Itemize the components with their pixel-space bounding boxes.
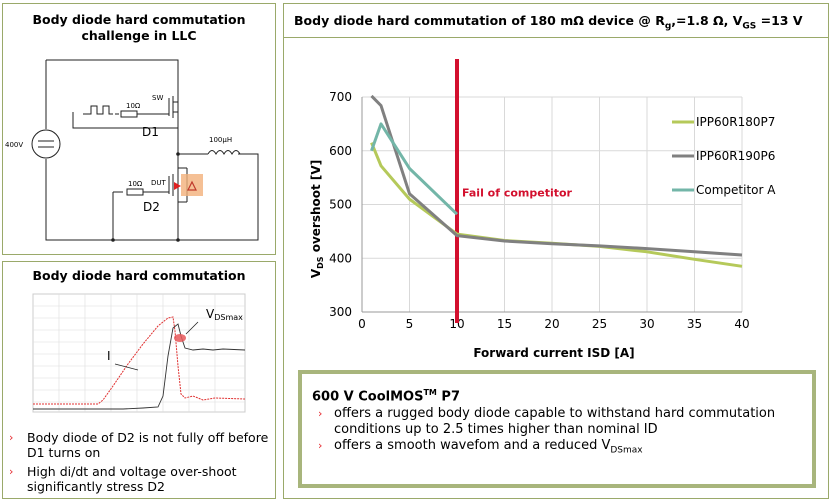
y-axis-title: VDS overshoot [V]	[309, 160, 325, 278]
title-divider	[284, 37, 828, 38]
x-tick-label: 30	[639, 317, 654, 331]
y-tick-label: 700	[329, 90, 352, 104]
x-tick-label: 10	[449, 317, 464, 331]
fail-label: Fail of competitor	[462, 186, 573, 199]
x-tick-label: 25	[592, 317, 607, 331]
legend-label: IPP60R180P7	[696, 115, 775, 129]
legend-label: IPP60R190P6	[696, 149, 775, 163]
x-tick-label: 40	[734, 317, 749, 331]
chart-title: Body diode hard commutation of 180 mΩ de…	[294, 13, 803, 32]
overshoot-chart-panel: Body diode hard commutation of 180 mΩ de…	[283, 3, 829, 499]
series-line-ipp60r190p6	[370, 94, 743, 257]
source-label: 400V	[5, 141, 23, 149]
sw-label: SW	[152, 94, 163, 102]
waveform-bullets: › Body diode of D2 is not fully off befor…	[9, 430, 273, 498]
x-tick-label: 0	[358, 317, 366, 331]
hard-commutation-panel: Body diode hard commutation I VDSmax › Bo…	[2, 261, 276, 499]
voltage-source-symbol	[31, 129, 61, 159]
y-tick-label: 600	[329, 144, 352, 158]
dut-label: DUT	[151, 179, 167, 187]
chevron-icon: ›	[9, 465, 14, 478]
r1-label: 10Ω	[126, 102, 141, 110]
y-tick-label: 300	[329, 305, 352, 319]
callout-bullet: › offers a smooth wavefom and a reduced V…	[312, 438, 800, 459]
y-tick-label: 400	[329, 251, 352, 265]
r2-label: 10Ω	[128, 180, 143, 188]
x-tick-label: 15	[497, 317, 512, 331]
dut-diode-highlight	[181, 174, 203, 196]
llc-circuit-diagram: SW 10Ω DUT 10Ω 100µH 400V D1 D2	[5, 59, 259, 242]
d1-label: D1	[142, 125, 159, 139]
inductor-label: 100µH	[209, 136, 232, 144]
llc-panel-title: Body diode hard commutation challenge in…	[32, 12, 246, 43]
x-axis-title: Forward current ISD [A]	[473, 346, 634, 360]
bullet-item: › Body diode of D2 is not fully off befor…	[9, 430, 269, 460]
bullet-item: › High di/dt and voltage over-shoot signi…	[9, 464, 237, 494]
d2-label: D2	[143, 200, 160, 214]
waveform-panel-title: Body diode hard commutation	[32, 268, 246, 283]
llc-schematic-panel: Body diode hard commutation challenge in…	[2, 3, 276, 255]
chevron-icon: ›	[318, 407, 323, 421]
x-tick-label: 35	[687, 317, 702, 331]
oscilloscope-waveform: I VDSmax	[32, 293, 246, 413]
legend-label: Competitor A	[696, 183, 776, 197]
x-tick-label: 5	[406, 317, 414, 331]
chevron-icon: ›	[318, 439, 323, 453]
callout-bullet: › offers a rugged body diode capable to w…	[312, 406, 800, 438]
series-line-competitor-a	[370, 122, 459, 216]
coolmos-callout: 600 V CoolMOSTM P7 › offers a rugged body…	[298, 370, 816, 488]
callout-title: 600 V CoolMOSTM P7	[312, 388, 460, 405]
vds-label: VDSmax	[206, 307, 243, 322]
chevron-icon: ›	[9, 431, 14, 444]
overshoot-line-chart: 300 400 500 600 700 0 5 10 15 20 25 30 35 40 IPP60R18…	[309, 59, 776, 360]
y-tick-label: 500	[329, 198, 352, 212]
current-label: I	[107, 349, 111, 363]
x-tick-label: 20	[544, 317, 559, 331]
